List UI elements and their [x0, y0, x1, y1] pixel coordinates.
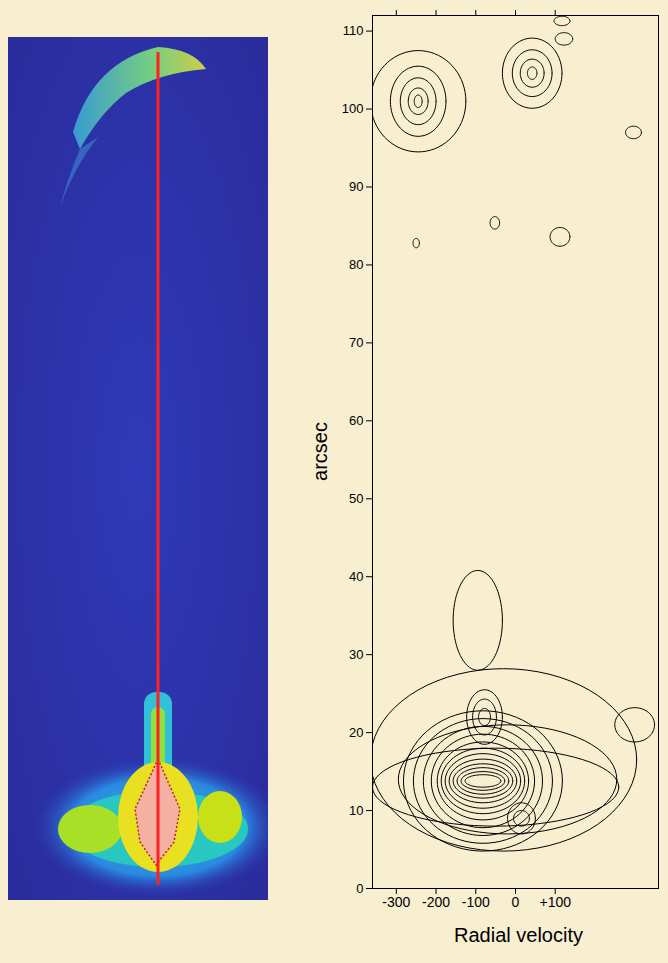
svg-text:90: 90	[349, 179, 363, 194]
svg-text:-100: -100	[462, 894, 490, 910]
html-text:Radial velocity: Radial velocity	[454, 924, 583, 946]
svg-text:-200: -200	[422, 894, 450, 910]
svg-text:110: 110	[343, 23, 364, 38]
svg-text:50: 50	[349, 491, 363, 506]
svg-text:10: 10	[349, 803, 363, 818]
html-text:arcsec: arcsec	[308, 422, 331, 481]
svg-text:-300: -300	[382, 894, 410, 910]
svg-text:100: 100	[342, 101, 364, 116]
svg-text:0: 0	[356, 881, 363, 896]
svg-text:60: 60	[349, 413, 363, 428]
svg-text:+100: +100	[539, 894, 571, 910]
svg-text:40: 40	[349, 569, 363, 584]
svg-text:80: 80	[349, 257, 363, 272]
svg-text:20: 20	[349, 725, 363, 740]
svg-text:70: 70	[349, 335, 363, 350]
svg-text:0: 0	[512, 894, 520, 910]
svg-text:30: 30	[349, 647, 363, 662]
